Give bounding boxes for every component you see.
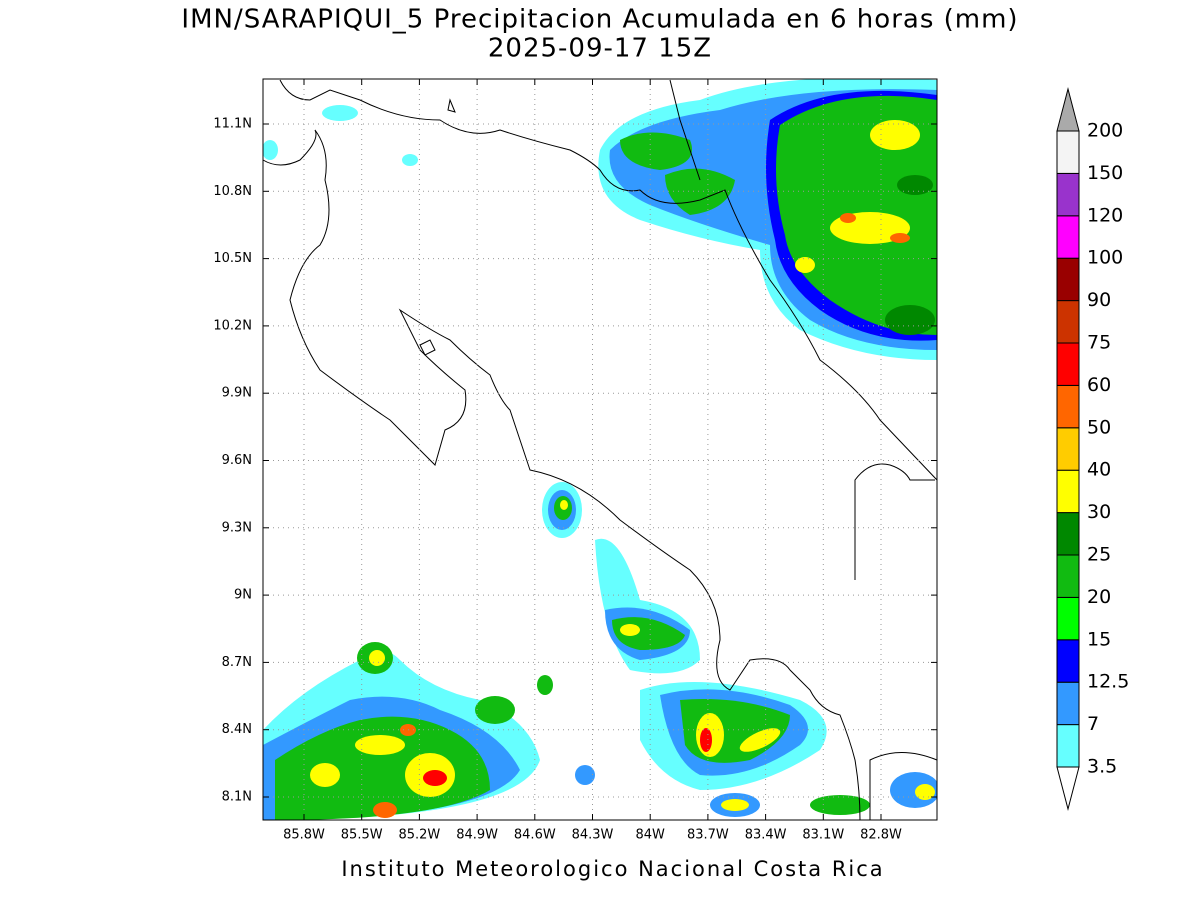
colorbar-label: 60 (1087, 374, 1111, 396)
colorbar-label: 50 (1087, 416, 1111, 438)
colorbar-label: 150 (1087, 162, 1123, 184)
colorbar-box (1056, 554, 1080, 598)
lon-tick-label: 85.5W (341, 828, 383, 843)
colorbar-label: 75 (1087, 332, 1111, 354)
colorbar-label: 100 (1087, 247, 1123, 269)
map-frame (262, 78, 938, 821)
lon-tick-label: 83.7W (687, 828, 729, 843)
colorbar-box (1056, 681, 1080, 726)
colorbar-box (1056, 427, 1080, 471)
lat-tick-label: 10.2N (213, 318, 252, 333)
lat-tick-label: 9.3N (222, 520, 252, 535)
colorbar-box (1056, 342, 1080, 386)
lat-tick-label: 8.4N (222, 722, 252, 737)
colorbar-box (1056, 300, 1080, 344)
lat-tick-label: 9.6N (222, 453, 252, 468)
lat-tick-label: 8.7N (222, 655, 252, 670)
lon-tick-label: 83.1W (802, 828, 844, 843)
colorbar-label: 3.5 (1087, 756, 1117, 778)
lon-tick-label: 84.3W (572, 828, 614, 843)
colorbar-box (1056, 596, 1080, 641)
colorbar-label: 12.5 (1087, 671, 1129, 693)
colorbar-label: 15 (1087, 628, 1111, 650)
colorbar-box (1056, 724, 1080, 768)
lon-tick-label: 84W (635, 828, 665, 843)
colorbar-label: 90 (1087, 289, 1111, 311)
lon-tick-label: 85.8W (283, 828, 325, 843)
colorbar-box (1056, 384, 1080, 429)
precip-field (263, 79, 937, 820)
lat-tick-label: 10.8N (213, 184, 252, 199)
lon-tick-label: 82.8W (860, 828, 902, 843)
colorbar-box (1056, 215, 1080, 259)
lon-tick-label: 84.6W (514, 828, 556, 843)
subtitle: 2025-09-17 15Z (488, 34, 712, 64)
colorbar-box (1056, 172, 1080, 217)
colorbar-label: 20 (1087, 586, 1111, 608)
lat-tick-label: 9N (234, 588, 252, 603)
lon-tick-label: 84.9W (456, 828, 498, 843)
lon-tick-label: 83.4W (745, 828, 787, 843)
coastlines (262, 79, 938, 821)
lat-tick-label: 8.1N (222, 790, 252, 805)
colorbar-box (1056, 257, 1080, 302)
colorbar-label: 40 (1087, 459, 1111, 481)
colorbar-box (1056, 512, 1080, 556)
title: IMN/SARAPIQUI_5 Precipitacion Acumulada … (181, 5, 1018, 35)
colorbar-over (1056, 87, 1080, 132)
credit: Instituto Meteorologico Nacional Costa R… (341, 857, 884, 881)
lon-tick-label: 85.2W (398, 828, 440, 843)
colorbar-under (1056, 766, 1080, 811)
colorbar-label: 7 (1087, 713, 1099, 735)
colorbar-box (1056, 469, 1080, 514)
lat-tick-label: 9.9N (222, 386, 252, 401)
colorbar-label: 30 (1087, 501, 1111, 523)
colorbar-label: 120 (1087, 204, 1123, 226)
colorbar-label: 200 (1087, 120, 1123, 142)
colorbar-box (1056, 130, 1080, 174)
lat-tick-label: 10.5N (213, 251, 252, 266)
colorbar-label: 25 (1087, 544, 1111, 566)
colorbar-box (1056, 639, 1080, 683)
lat-tick-label: 11.1N (213, 117, 252, 132)
